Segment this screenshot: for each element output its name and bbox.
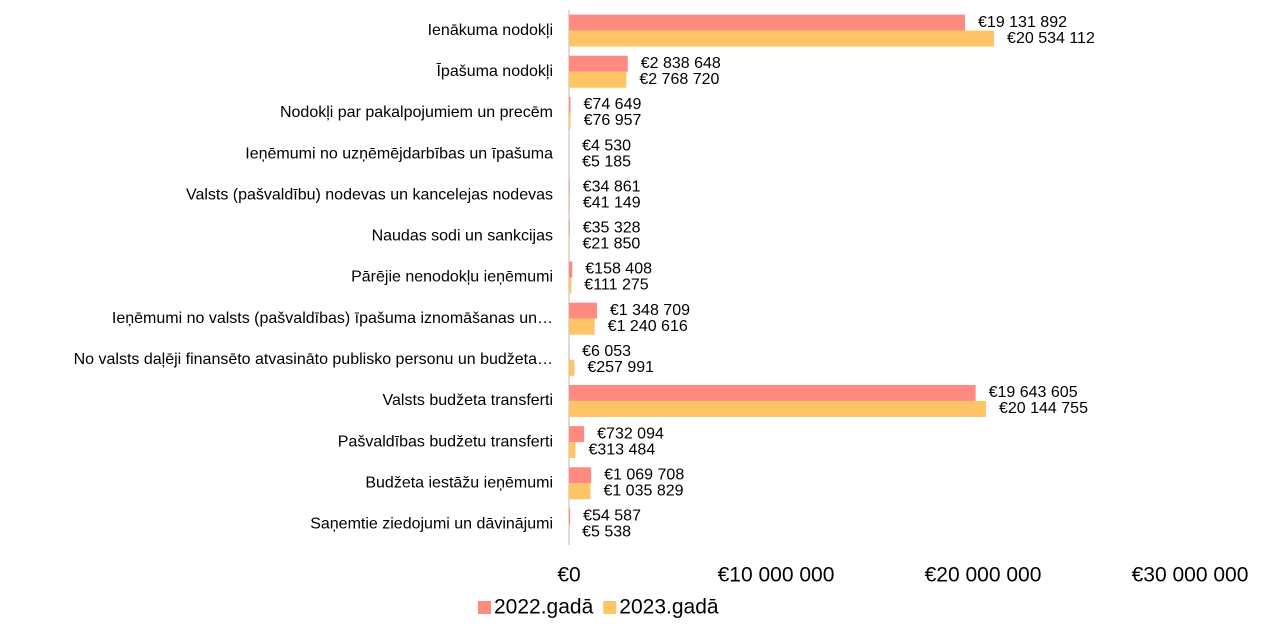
- value-label: €20 534 112: [1007, 30, 1095, 47]
- value-label: €21 850: [582, 236, 640, 253]
- bar: [569, 302, 597, 319]
- y-tick-label: Pārējie nenodokļu ieņēmumi: [351, 269, 553, 286]
- legend-swatch: [603, 601, 617, 614]
- bar: [569, 112, 571, 129]
- bar: [569, 467, 592, 484]
- legend-label: 2022.gadā: [494, 596, 594, 619]
- value-label: €5 538: [582, 524, 631, 541]
- y-tick-label: Naudas sodi un sankcijas: [372, 228, 553, 245]
- bar: [569, 426, 585, 443]
- value-label: €1 035 829: [603, 482, 683, 499]
- value-label: €74 649: [584, 96, 642, 113]
- value-label: €4 530: [582, 137, 631, 154]
- bar: [569, 55, 628, 72]
- bar: [569, 400, 986, 417]
- bar: [569, 71, 627, 88]
- bar: [569, 261, 573, 278]
- bar: [569, 277, 572, 294]
- legend-swatch: [478, 601, 491, 614]
- bar: [569, 195, 570, 212]
- bar: [569, 359, 575, 376]
- value-label: €2 838 648: [641, 55, 721, 72]
- bar: [569, 508, 571, 525]
- y-tick-label: Ienākuma nodokļi: [428, 22, 553, 39]
- value-label: €313 484: [588, 441, 655, 458]
- x-tick-label: €30 000 000: [1132, 564, 1249, 587]
- bar: [569, 442, 576, 459]
- value-label: €158 408: [585, 261, 652, 278]
- value-label: €111 275: [584, 277, 648, 294]
- legend-label: 2023.gadā: [619, 596, 719, 619]
- y-tick-label: Īpašuma nodokļi: [436, 62, 553, 80]
- value-label: €76 957: [584, 112, 642, 129]
- value-label: €732 094: [597, 425, 664, 442]
- value-label: €1 240 616: [608, 318, 688, 335]
- value-label: €1 069 708: [604, 466, 684, 483]
- value-label: €257 991: [587, 359, 654, 376]
- bar: [569, 318, 595, 335]
- y-tick-label: Budžeta iestāžu ieņēmumi: [365, 474, 553, 491]
- value-label: €19 131 892: [978, 14, 1067, 31]
- value-label: €35 328: [583, 220, 641, 237]
- value-label: €19 643 605: [989, 384, 1078, 401]
- value-label: €6 053: [582, 343, 631, 360]
- y-tick-label: Ieņēmumi no uzņēmējdarbības un īpašuma: [245, 145, 553, 162]
- y-tick-label: Nodokļi par pakalpojumiem un precēm: [280, 104, 553, 121]
- y-tick-label: Valsts budžeta transferti: [383, 392, 553, 409]
- value-label: €1 348 709: [610, 302, 690, 319]
- value-label: €54 587: [583, 508, 641, 525]
- y-tick-label: Valsts (pašvaldību) nodevas un kanceleja…: [186, 186, 553, 203]
- bar: [569, 14, 966, 31]
- bar: [569, 220, 570, 237]
- y-tick-label: Saņemtie ziedojumi un dāvinājumi: [310, 516, 553, 533]
- value-label: €20 144 755: [999, 400, 1088, 417]
- bar: [569, 96, 571, 113]
- value-label: €5 185: [582, 153, 631, 170]
- x-tick-label: €10 000 000: [718, 564, 835, 587]
- y-tick-label: Pašvaldības budžetu transferti: [338, 433, 553, 450]
- bar: [569, 384, 976, 401]
- x-tick-label: €20 000 000: [925, 564, 1042, 587]
- bar: [569, 179, 570, 196]
- y-tick-label: No valsts daļēji finansēto atvasināto pu…: [74, 351, 553, 368]
- y-tick-label: Ieņēmumi no valsts (pašvaldības) īpašuma…: [112, 310, 553, 327]
- value-label: €41 149: [583, 194, 641, 211]
- value-label: €2 768 720: [639, 71, 719, 88]
- bar: [569, 483, 591, 500]
- value-label: €34 861: [583, 178, 641, 195]
- x-tick-label: €0: [557, 564, 580, 587]
- bar: [569, 30, 995, 47]
